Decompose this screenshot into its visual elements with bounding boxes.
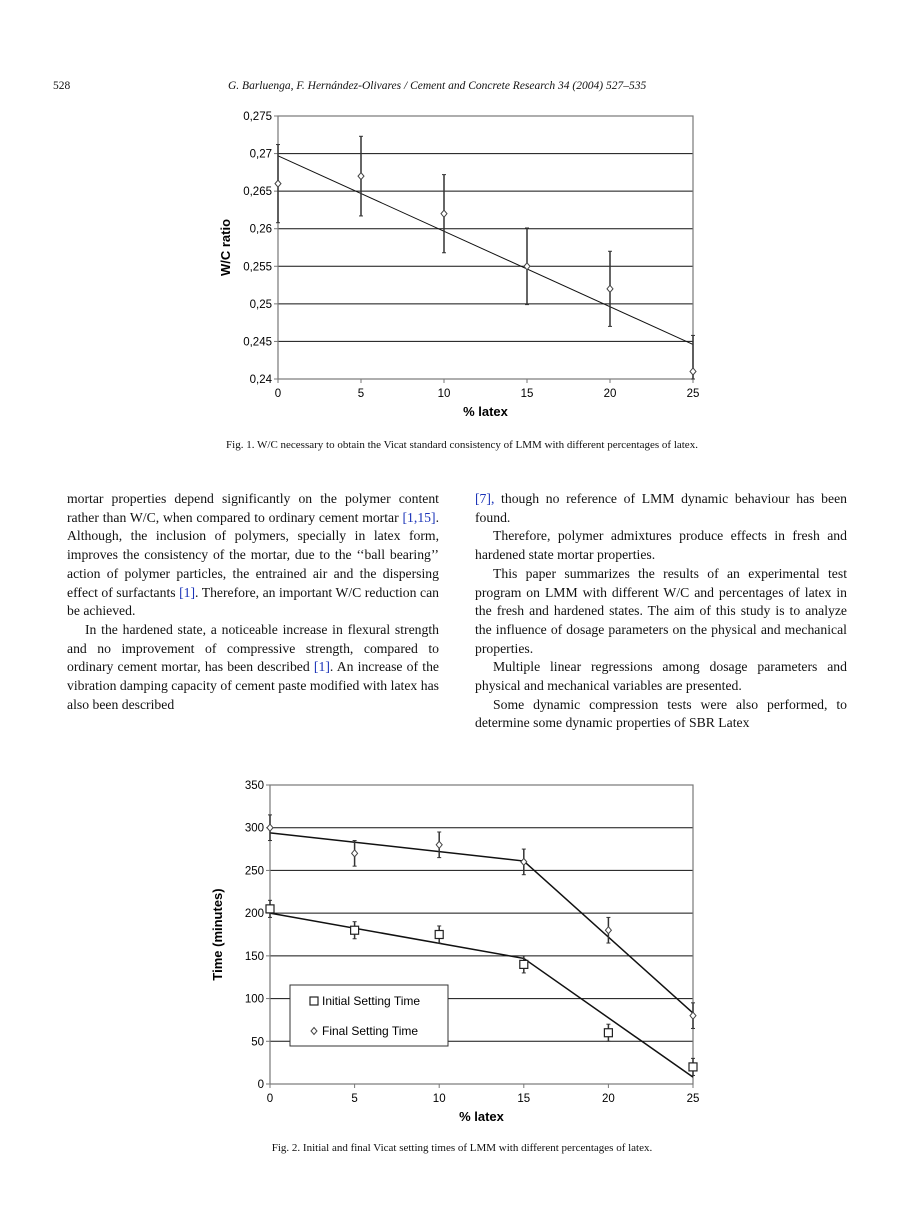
y-tick-label: 0,27 (250, 149, 272, 161)
figure-1-caption: Fig. 1. W/C necessary to obtain the Vica… (226, 439, 698, 451)
text-run: . An increase of the vibration damping c… (67, 659, 439, 712)
y-tick-label: 0,245 (243, 336, 272, 348)
y-tick-label: 0,265 (243, 186, 272, 198)
citation-link[interactable]: [1] (179, 584, 196, 600)
y-tick-label: 100 (245, 994, 264, 1006)
legend-label: Initial Setting Time (322, 994, 420, 1008)
x-tick-label: 20 (602, 1093, 615, 1105)
paragraph: Some dynamic compression tests were also… (475, 696, 847, 733)
data-point (603, 1028, 614, 1038)
data-point (357, 171, 365, 181)
x-tick-label: 5 (358, 388, 364, 400)
y-tick-label: 250 (245, 865, 264, 877)
plot-area (269, 784, 694, 1085)
text-run: In the hardened state, a noticeable incr… (67, 621, 439, 675)
text-run: . Therefore, an important W/C reduction … (67, 584, 439, 619)
y-tick-label: 0,255 (243, 261, 272, 273)
citation-link[interactable]: [1] (313, 659, 330, 675)
y-tick-label: 0,25 (250, 299, 272, 311)
x-tick-label: 10 (433, 1093, 446, 1105)
data-point (689, 1011, 697, 1020)
figure-2-caption: Fig. 2. Initial and final Vicat setting … (271, 1142, 653, 1154)
legend (289, 984, 449, 1047)
x-tick-label: 25 (687, 1093, 700, 1105)
y-tick-label: 150 (245, 951, 264, 963)
y-tick-label: 0,26 (250, 224, 272, 236)
data-point (434, 929, 444, 940)
figure-1-chart: 0,24 0,245 0,25 0,255 0,26 0,265 0,27 0,275 0 5 10… (218, 111, 700, 419)
data-point (519, 959, 529, 969)
y-tick-label: 300 (245, 823, 264, 835)
data-point (689, 367, 697, 376)
data-point (440, 209, 448, 218)
x-axis-label: % latex (459, 1109, 505, 1124)
legend-label: Final Setting Time (322, 1024, 418, 1038)
page-number: 528 (53, 80, 71, 92)
data-point (265, 904, 275, 914)
citation-link[interactable]: [1,15] (402, 509, 436, 525)
paragraph: [7], though no reference of LMM dynamic … (475, 490, 847, 527)
data-point (350, 925, 360, 935)
paragraph: mortar properties depend significantly o… (67, 490, 439, 621)
text-run: Some dynamic compression tests were also… (475, 696, 847, 731)
data-point (350, 849, 359, 858)
text-run: though no reference of LMM dynamic behav… (475, 491, 847, 525)
citation-link[interactable]: [7], (475, 491, 495, 506)
right-column-text: [7], though no reference of LMM dynamic … (475, 490, 847, 733)
running-title: G. Barluenga, F. Hernández-Olivares / Ce… (228, 80, 647, 92)
y-tick-label: 200 (245, 908, 264, 920)
x-tick-label: 10 (438, 388, 451, 400)
figure-2-chart: 0 50 100 150 200 250 300 350 0 5 10 15 20 25 % latex Ti… (210, 780, 700, 1124)
paragraph: In the hardened state, a noticeable incr… (67, 621, 439, 715)
y-axis-label: Time (minutes) (210, 888, 225, 980)
x-tick-label: 15 (517, 1093, 530, 1105)
y-tick-label: 0,275 (243, 111, 272, 123)
data-point (520, 857, 528, 867)
legend-marker (309, 996, 319, 1006)
y-tick-label: 0,24 (250, 374, 273, 386)
data-point (688, 1062, 698, 1072)
paragraph: Multiple linear regressions among dosage… (475, 658, 847, 695)
x-tick-label: 5 (351, 1093, 357, 1105)
text-run: Therefore, polymer admixtures produce ef… (475, 528, 847, 563)
y-tick-label: 0 (258, 1079, 264, 1091)
left-column-text: mortar properties depend significantly o… (67, 490, 439, 714)
y-axis-label: W/C ratio (218, 219, 233, 276)
data-point (604, 925, 613, 935)
data-point (274, 179, 282, 188)
fit-line (277, 155, 694, 345)
data-point (266, 823, 274, 832)
x-axis-label: % latex (463, 404, 509, 419)
text-run: Multiple linear regressions among dosage… (475, 659, 847, 694)
text-run: This paper summarizes the results of an … (475, 565, 847, 656)
x-tick-label: 15 (521, 388, 534, 400)
y-tick-label: 350 (245, 780, 264, 792)
x-tick-label: 0 (275, 388, 281, 400)
x-tick-label: 20 (604, 388, 617, 400)
plot-area (277, 115, 694, 380)
x-tick-label: 0 (267, 1093, 273, 1105)
paragraph: Therefore, polymer admixtures produce ef… (475, 527, 847, 564)
paragraph: This paper summarizes the results of an … (475, 565, 847, 659)
y-tick-label: 50 (251, 1036, 264, 1048)
text-run: . Although, the inclusion of polymers, s… (67, 509, 439, 600)
x-tick-label: 25 (687, 388, 700, 400)
data-point (435, 840, 443, 850)
data-point (523, 262, 531, 271)
text-run: mortar properties depend significantly o… (67, 491, 439, 525)
data-point (606, 284, 614, 294)
legend-marker (310, 1026, 318, 1036)
